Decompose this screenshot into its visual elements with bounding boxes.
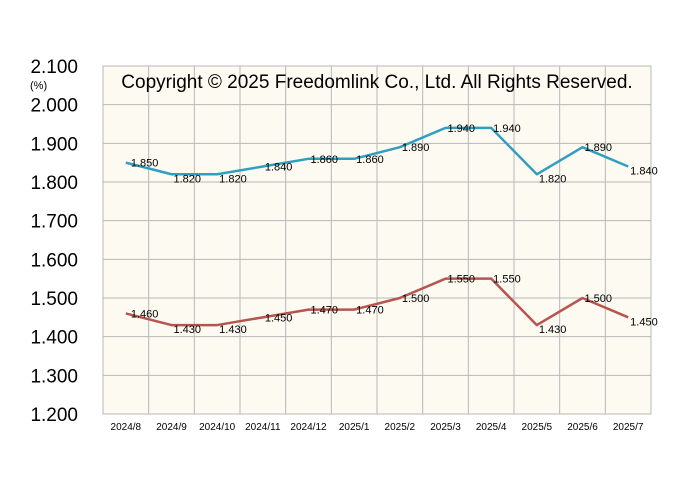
data-label: 1.500 [585,293,613,305]
y-axis-ticks: 1.200 1.300 1.400 1.500 1.600 1.700 1.800 1.900… [30,57,78,426]
x-tick-label: 2024/10 [199,422,236,433]
y-tick-label: 2.000 [30,96,78,117]
x-tick-label: 2025/6 [567,422,598,433]
x-tick-label: 2025/7 [613,422,644,433]
x-tick-label: 2025/5 [522,422,553,433]
data-label: 1.470 [311,305,339,317]
data-label: 1.450 [265,312,293,324]
y-tick-label: 1.500 [30,289,78,310]
data-label: 1.460 [131,308,159,320]
data-label: 1.500 [402,293,430,305]
y-tick-label: 1.900 [30,134,78,155]
series-group: 1.850 1.820 1.820 1.840 1.860 1.860 1.890 1.940… [125,123,658,336]
data-label: 1.470 [356,305,384,317]
data-label: 1.890 [402,142,430,154]
data-label: 1.860 [311,154,339,166]
data-label: 1.890 [585,142,613,154]
y-tick-label: 2.100 [30,57,78,78]
y-unit-label: (%) [30,80,47,92]
data-label: 1.940 [448,123,476,135]
data-label: 1.860 [356,154,384,166]
x-tick-label: 2025/2 [385,422,416,433]
y-tick-label: 1.700 [30,212,78,233]
data-label: 1.430 [219,324,247,336]
series-line-1 [125,126,629,176]
data-label: 1.840 [630,166,658,178]
series-line-2 [125,277,629,327]
x-tick-label: 2025/4 [476,422,507,433]
data-label: 1.820 [174,173,202,185]
x-tick-label: 2025/3 [430,422,461,433]
x-tick-label: 2024/11 [245,422,281,433]
y-tick-label: 1.200 [30,405,78,426]
x-tick-label: 2024/12 [290,422,327,433]
data-label: 1.850 [131,158,159,170]
x-axis-ticks: 2024/8 2024/9 2024/10 2024/11 2024/12 2025/1 2… [111,422,644,433]
x-tick-label: 2024/8 [111,422,142,433]
data-label: 1.450 [630,316,658,328]
data-label: 1.840 [265,162,293,174]
data-label: 1.550 [448,274,476,286]
copyright-watermark: Copyright © 2025 Freedomlink Co., Ltd. A… [121,72,632,93]
y-tick-label: 1.600 [30,250,78,271]
x-tick-label: 2024/9 [156,422,187,433]
grid-lines [103,65,651,415]
data-label: 1.430 [539,324,567,336]
y-tick-label: 1.400 [30,328,78,349]
data-label: 1.820 [219,173,247,185]
x-tick-label: 2025/1 [339,422,370,433]
data-label: 1.940 [493,123,521,135]
data-label: 1.820 [539,173,567,185]
y-tick-label: 1.800 [30,173,78,194]
data-label: 1.550 [493,274,521,286]
y-tick-label: 1.300 [30,366,78,387]
data-label: 1.430 [174,324,202,336]
